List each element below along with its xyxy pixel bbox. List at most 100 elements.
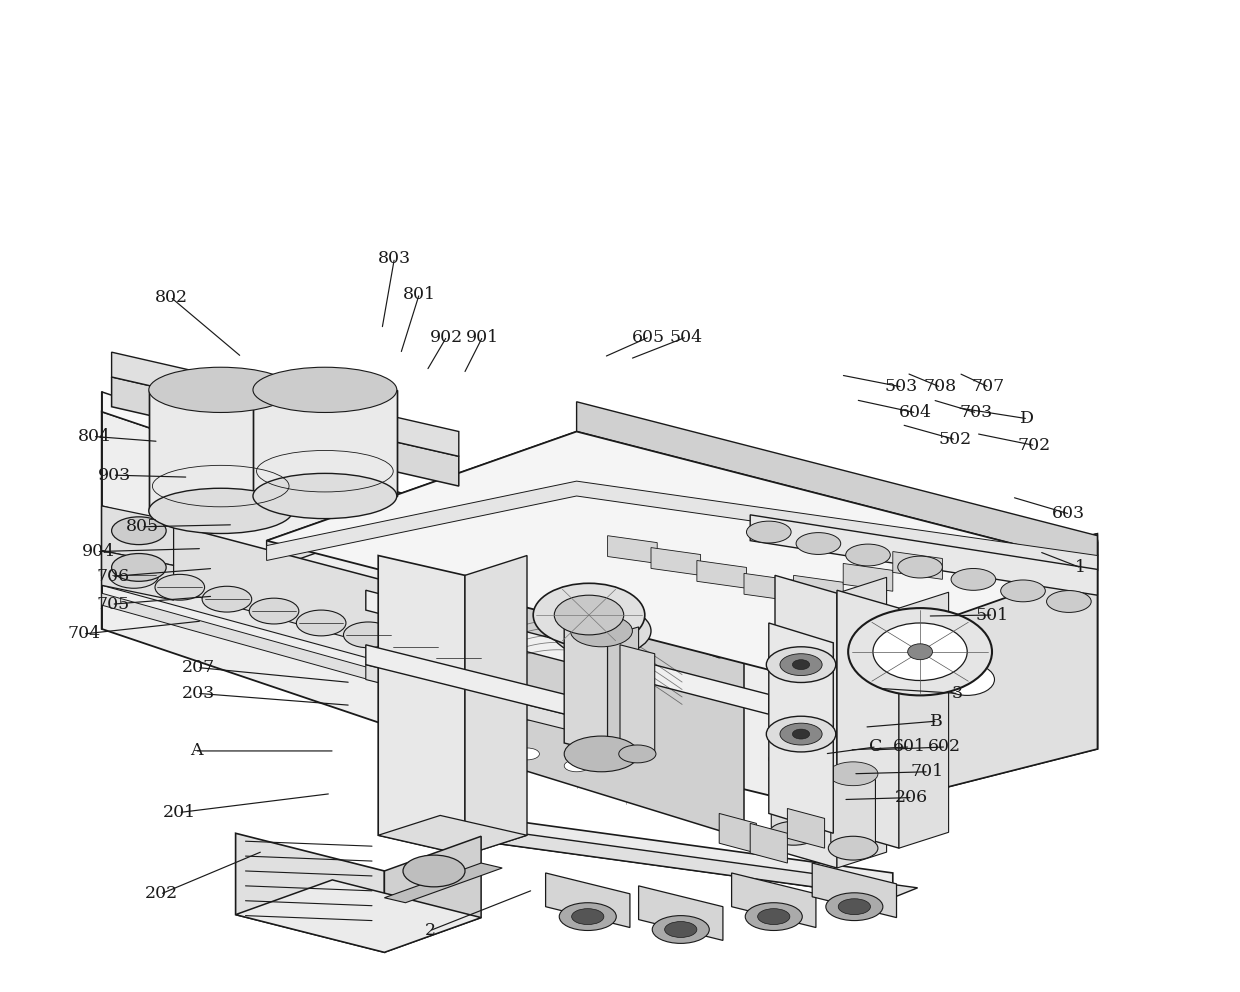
Ellipse shape — [745, 903, 802, 930]
Polygon shape — [102, 551, 174, 600]
Ellipse shape — [564, 736, 639, 772]
Polygon shape — [732, 873, 816, 928]
Text: 602: 602 — [929, 738, 961, 756]
Polygon shape — [378, 815, 527, 855]
Ellipse shape — [249, 598, 299, 624]
Polygon shape — [719, 813, 756, 853]
Polygon shape — [102, 551, 477, 675]
Text: 708: 708 — [924, 378, 956, 396]
Polygon shape — [771, 759, 816, 833]
Ellipse shape — [848, 608, 992, 695]
Ellipse shape — [112, 554, 166, 581]
Polygon shape — [477, 556, 1097, 813]
Polygon shape — [465, 556, 527, 855]
Ellipse shape — [898, 557, 942, 578]
Text: 901: 901 — [466, 328, 498, 346]
Ellipse shape — [343, 622, 393, 648]
Ellipse shape — [828, 836, 878, 860]
Ellipse shape — [940, 664, 994, 695]
Polygon shape — [750, 823, 787, 863]
Polygon shape — [651, 548, 701, 575]
Polygon shape — [837, 577, 887, 868]
Ellipse shape — [572, 909, 604, 925]
Polygon shape — [459, 813, 893, 898]
Polygon shape — [794, 575, 843, 603]
Ellipse shape — [652, 916, 709, 943]
Ellipse shape — [792, 729, 810, 739]
Ellipse shape — [202, 586, 252, 612]
Polygon shape — [769, 623, 833, 833]
Polygon shape — [831, 774, 875, 848]
Polygon shape — [384, 836, 481, 952]
Text: 601: 601 — [893, 738, 925, 756]
Polygon shape — [899, 592, 949, 848]
Text: D: D — [1019, 410, 1034, 428]
Text: C: C — [869, 738, 882, 756]
Text: 202: 202 — [145, 885, 177, 903]
Polygon shape — [102, 392, 477, 539]
Polygon shape — [750, 515, 1097, 595]
Ellipse shape — [149, 488, 293, 534]
Ellipse shape — [296, 610, 346, 636]
Ellipse shape — [873, 623, 967, 681]
Text: 503: 503 — [885, 378, 918, 396]
Polygon shape — [608, 627, 639, 754]
Ellipse shape — [826, 893, 883, 921]
Ellipse shape — [766, 647, 836, 682]
Ellipse shape — [792, 660, 810, 670]
Polygon shape — [546, 873, 630, 928]
Text: B: B — [930, 712, 942, 730]
Text: 501: 501 — [976, 606, 1008, 624]
Polygon shape — [893, 552, 942, 579]
Ellipse shape — [796, 533, 841, 555]
Ellipse shape — [665, 922, 697, 937]
Text: 203: 203 — [182, 684, 215, 702]
Polygon shape — [366, 645, 645, 734]
Polygon shape — [608, 536, 657, 563]
Ellipse shape — [554, 595, 624, 635]
Text: 605: 605 — [632, 328, 665, 346]
Polygon shape — [236, 833, 384, 952]
Text: 2: 2 — [425, 922, 435, 939]
Text: 805: 805 — [126, 518, 159, 536]
Text: 702: 702 — [1018, 436, 1050, 454]
Polygon shape — [102, 412, 477, 756]
Text: 3: 3 — [952, 684, 962, 702]
Polygon shape — [697, 560, 746, 588]
Polygon shape — [471, 481, 1097, 658]
Polygon shape — [477, 534, 1097, 643]
Ellipse shape — [1001, 580, 1045, 602]
Ellipse shape — [533, 583, 645, 647]
Ellipse shape — [109, 562, 159, 588]
Ellipse shape — [253, 473, 397, 519]
Polygon shape — [267, 432, 1097, 675]
Ellipse shape — [112, 517, 166, 545]
Text: 903: 903 — [98, 466, 130, 484]
Ellipse shape — [253, 367, 397, 413]
Ellipse shape — [1047, 590, 1091, 612]
Text: 804: 804 — [78, 428, 110, 445]
Polygon shape — [102, 570, 446, 680]
Ellipse shape — [559, 903, 616, 930]
Text: 707: 707 — [972, 378, 1004, 396]
Polygon shape — [639, 886, 723, 940]
Polygon shape — [149, 390, 293, 511]
Polygon shape — [384, 863, 502, 903]
Polygon shape — [366, 665, 645, 749]
Ellipse shape — [780, 723, 822, 745]
Text: 207: 207 — [182, 659, 215, 677]
Ellipse shape — [403, 855, 465, 887]
Ellipse shape — [746, 521, 791, 543]
Ellipse shape — [758, 909, 790, 925]
Polygon shape — [112, 352, 459, 456]
Ellipse shape — [515, 708, 539, 720]
Text: 904: 904 — [82, 543, 114, 560]
Ellipse shape — [780, 654, 822, 676]
Text: 706: 706 — [97, 567, 129, 585]
Polygon shape — [112, 377, 459, 486]
Polygon shape — [620, 645, 655, 754]
Text: A: A — [190, 742, 202, 760]
Text: 701: 701 — [911, 763, 944, 781]
Text: 1: 1 — [1075, 558, 1085, 576]
Polygon shape — [837, 590, 899, 848]
